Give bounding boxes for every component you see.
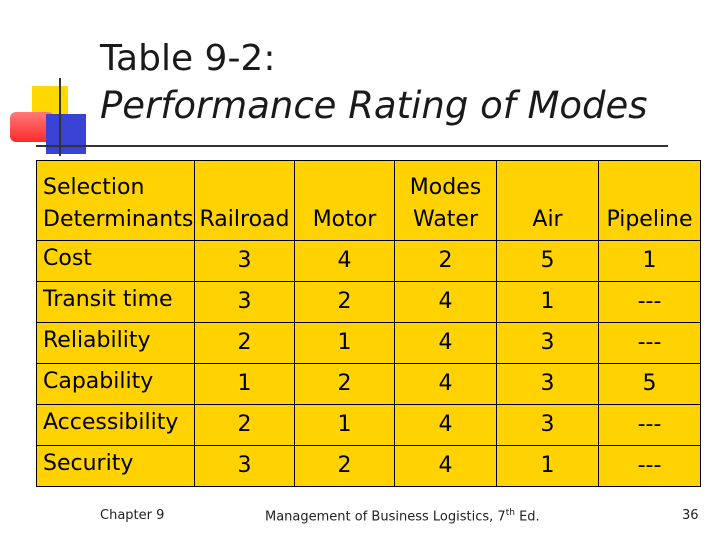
column-header-railroad: Railroad	[194, 160, 295, 241]
column-header-pipeline: Pipeline	[598, 160, 701, 241]
cell-pipeline: ---	[598, 445, 701, 487]
column-header-water: Modes Water	[394, 160, 497, 241]
row-label: Transit time	[36, 281, 195, 323]
table-row: Capability 1 2 4 3 5	[36, 363, 701, 405]
cell-air: 3	[496, 404, 599, 446]
cell-air: 3	[496, 322, 599, 364]
cell-air: 3	[496, 363, 599, 405]
column-header-motor: Motor	[294, 160, 395, 241]
cell-motor: 1	[294, 404, 395, 446]
row-label: Cost	[36, 240, 195, 282]
cell-pipeline: 5	[598, 363, 701, 405]
footer-book-title: Management of Business Logistics, 7th Ed…	[265, 508, 540, 524]
table-row: Security 3 2 4 1 ---	[36, 445, 701, 487]
header-selection-determinants: Selection Determinants	[36, 160, 195, 241]
table-body: Cost 3 4 2 5 1 Transit time 3 2 4 1 --- Reliability 2…	[36, 240, 701, 487]
cell-water: 4	[394, 281, 497, 323]
cell-railroad: 3	[194, 240, 295, 282]
footer-book-name: Management of Business Logistics,	[265, 509, 494, 525]
cell-railroad: 3	[194, 281, 295, 323]
cell-pipeline: 1	[598, 240, 701, 282]
decor-vertical-rule	[59, 78, 61, 156]
cell-air: 1	[496, 445, 599, 487]
footer-edition-label: Ed.	[519, 509, 540, 525]
cell-pipeline: ---	[598, 281, 701, 323]
cell-water: 4	[394, 404, 497, 446]
cell-railroad: 2	[194, 404, 295, 446]
cell-motor: 1	[294, 322, 395, 364]
row-label: Security	[36, 445, 195, 487]
table-row: Transit time 3 2 4 1 ---	[36, 281, 701, 323]
column-header-water-label: Water	[412, 207, 479, 232]
header-group-modes: Modes	[409, 175, 482, 200]
slide-title: Table 9-2:	[100, 38, 276, 79]
cell-air: 1	[496, 281, 599, 323]
footer-edition-number: 7	[497, 509, 506, 525]
slide-subtitle: Performance Rating of Modes	[100, 84, 648, 127]
table-row: Cost 3 4 2 5 1	[36, 240, 701, 282]
footer-page-number: 36	[682, 508, 699, 523]
cell-railroad: 3	[194, 445, 295, 487]
cell-railroad: 1	[194, 363, 295, 405]
table-header-row: Selection Determinants Railroad Motor Mo…	[36, 160, 701, 241]
cell-water: 4	[394, 363, 497, 405]
cell-water: 2	[394, 240, 497, 282]
footer-edition-suffix: th	[505, 508, 515, 518]
footer-chapter: Chapter 9	[100, 508, 165, 523]
decor-blue-square	[46, 114, 86, 154]
cell-air: 5	[496, 240, 599, 282]
cell-motor: 2	[294, 445, 395, 487]
cell-motor: 4	[294, 240, 395, 282]
row-label: Capability	[36, 363, 195, 405]
cell-water: 4	[394, 322, 497, 364]
table-row: Accessibility 2 1 4 3 ---	[36, 404, 701, 446]
header-stub-line-1: Selection	[43, 175, 145, 200]
cell-pipeline: ---	[598, 404, 701, 446]
cell-motor: 2	[294, 281, 395, 323]
title-divider	[36, 145, 668, 147]
row-label: Accessibility	[36, 404, 195, 446]
column-header-air: Air	[496, 160, 599, 241]
performance-rating-table: Selection Determinants Railroad Motor Mo…	[36, 160, 701, 487]
row-label: Reliability	[36, 322, 195, 364]
cell-railroad: 2	[194, 322, 295, 364]
header-stub-line-2: Determinants	[43, 207, 194, 232]
cell-pipeline: ---	[598, 322, 701, 364]
cell-motor: 2	[294, 363, 395, 405]
table-row: Reliability 2 1 4 3 ---	[36, 322, 701, 364]
cell-water: 4	[394, 445, 497, 487]
